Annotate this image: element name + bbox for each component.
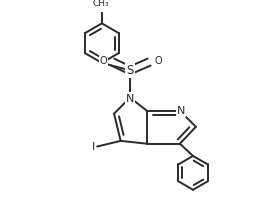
Text: I: I [92,142,95,152]
Text: CH₃: CH₃ [92,0,109,8]
Text: N: N [177,106,185,116]
Text: O: O [155,56,162,66]
Text: S: S [126,64,134,77]
Text: N: N [126,94,134,104]
Text: O: O [100,56,107,66]
